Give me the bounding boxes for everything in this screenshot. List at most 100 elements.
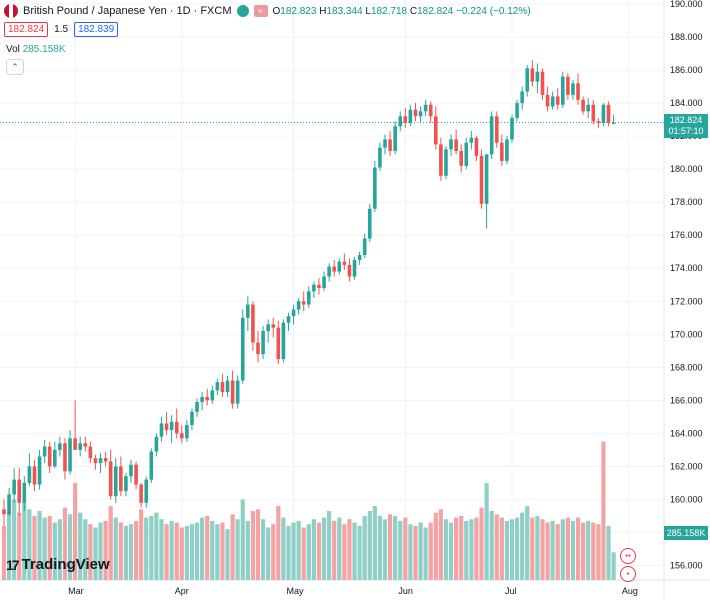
last-price-label: 182.824 01:57:10 (664, 114, 708, 138)
volume-bar (581, 522, 586, 580)
event-marker-icon[interactable]: ●● (620, 548, 636, 564)
candle-body (596, 121, 601, 123)
candle-body (291, 309, 296, 317)
volume-bar (245, 520, 250, 580)
chevron-up-icon: ⌃ (11, 62, 19, 72)
candle-body (561, 76, 565, 105)
volume-bar (235, 519, 240, 580)
sell-price-button[interactable]: 182.824 (4, 22, 49, 37)
volume-bar (377, 515, 383, 580)
y-tick-label: 174.000 (670, 263, 703, 273)
volume-bar (47, 515, 52, 580)
y-tick-label: 184.000 (670, 98, 703, 108)
candle-body (53, 449, 57, 467)
volume-bar (276, 506, 281, 580)
volume-bar (291, 522, 296, 580)
candle-body (500, 142, 504, 161)
volume-bar (133, 520, 139, 580)
volume-bar (535, 515, 540, 580)
candle-body (566, 76, 570, 95)
candle-body (449, 139, 453, 150)
candle-body (469, 137, 474, 143)
symbol-title[interactable]: British Pound / Japanese Yen · 1D · FXCM (23, 5, 232, 17)
volume-bar (408, 524, 413, 580)
candle-body (362, 238, 367, 256)
volume-bar (454, 517, 459, 580)
market-status-icon[interactable] (236, 5, 249, 17)
candle-body (154, 436, 159, 452)
volume-bar (433, 512, 438, 580)
candle-body (174, 421, 179, 434)
candle-body (535, 71, 540, 82)
tradingview-wordmark: TradingView (21, 556, 110, 573)
collapse-legend-button[interactable]: ⌃ (6, 59, 24, 75)
candle-body (185, 425, 189, 439)
volume-bar (423, 527, 428, 580)
candle-body (378, 147, 382, 168)
volume-bar (1, 525, 7, 580)
candle-body (286, 316, 291, 323)
candle-body (256, 342, 260, 355)
candle-body (225, 380, 230, 393)
close-value: 182.824 (417, 5, 454, 17)
buy-price-button[interactable]: 182.839 (74, 22, 119, 37)
volume-bar (225, 529, 230, 580)
volume-bar (144, 517, 149, 580)
volume-bar (230, 514, 235, 580)
data-problem-icon[interactable]: ≈ (253, 5, 268, 17)
candle-body (190, 411, 194, 426)
candle-body (17, 479, 22, 503)
candle-body (180, 433, 184, 439)
candle-body (398, 116, 403, 127)
spread-value: 1.5 (54, 24, 69, 35)
candle-body (606, 104, 611, 123)
volume-bar (200, 517, 205, 580)
volume-bar (169, 520, 174, 580)
volume-bar (540, 519, 545, 580)
volume-bar (62, 507, 68, 580)
candle-body (7, 494, 11, 515)
candle-body (200, 397, 204, 402)
volume-bar (255, 509, 261, 580)
x-tick-label: Mar (68, 586, 84, 596)
candle-body (235, 380, 240, 404)
candle-body (347, 264, 352, 277)
candle-body (474, 137, 479, 156)
tradingview-logo[interactable]: 17 TradingView (6, 556, 110, 573)
candle-body (144, 479, 149, 503)
candle-body (164, 423, 169, 431)
event-marker-icon[interactable]: ● (620, 566, 636, 582)
candle-body (261, 330, 265, 355)
candle-body (418, 111, 423, 117)
volume-bar (118, 522, 123, 580)
volume-legend-value: 285.158K (22, 44, 66, 55)
candle-body (149, 451, 154, 480)
candle-body (22, 482, 27, 503)
volume-bar (464, 520, 469, 580)
volume-bar (37, 510, 42, 580)
candle-body (98, 458, 103, 464)
candle-body (550, 96, 555, 107)
low-value: 182.718 (370, 5, 408, 17)
candle-body (119, 466, 123, 492)
volume-bar (596, 524, 601, 580)
y-tick-label: 160.000 (670, 494, 703, 504)
x-tick-label: Jul (505, 586, 517, 596)
volume-bar (220, 522, 225, 580)
y-tick-label: 164.000 (670, 428, 703, 438)
volume-bar (393, 515, 398, 580)
candle-body (494, 116, 499, 143)
volume-bar (550, 520, 555, 580)
volume-bar (210, 520, 215, 580)
candle-body (479, 155, 484, 204)
y-tick-label: 186.000 (670, 65, 703, 75)
volume-bar (240, 499, 245, 580)
volume-bar (67, 514, 73, 580)
volume-bar (205, 515, 210, 580)
volume-bar (306, 524, 311, 580)
candle-body (83, 443, 88, 447)
volume-bar (545, 522, 550, 580)
volume-bar (179, 527, 184, 580)
candle-body (312, 284, 316, 292)
